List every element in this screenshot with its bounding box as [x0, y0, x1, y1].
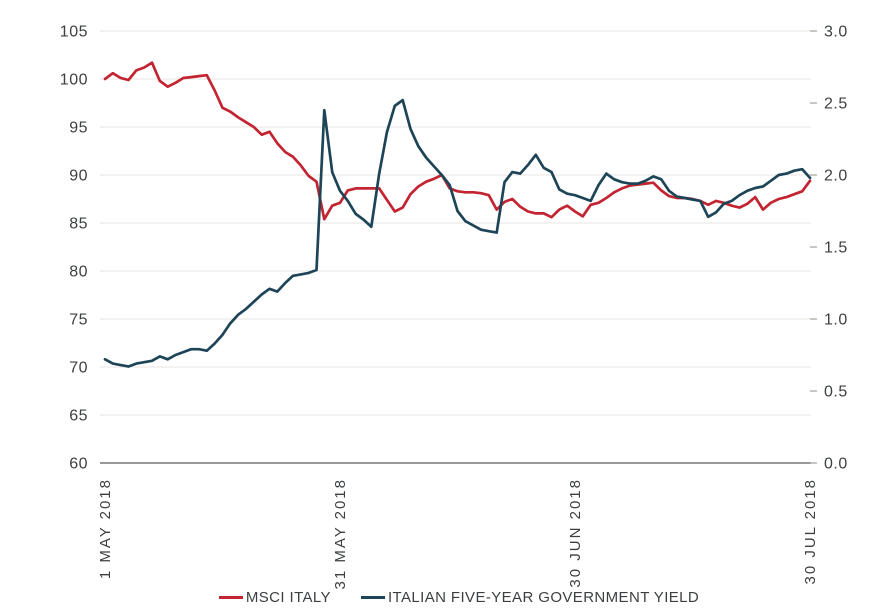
y-axis-left-labels: 105 100 95 90 85 80 75 70 65 60 [60, 24, 88, 473]
legend-item-msci-italy: MSCI ITALY [218, 589, 331, 606]
y-axis-left-tick-label: 90 [69, 168, 88, 185]
y-axis-right-tick-label: 1.5 [824, 240, 848, 257]
y-axis-right-tick-label: 1.0 [824, 312, 848, 329]
gridlines [100, 30, 811, 464]
legend-swatch-msci-italy [218, 596, 243, 599]
y-axis-left-tick-label: 70 [69, 360, 88, 377]
legend-item-govt-yield: ITALIAN FIVE-YEAR GOVERNMENT YIELD [360, 589, 700, 606]
govt-yield-line [103, 98, 812, 368]
y-axis-left-tick-label: 65 [69, 408, 88, 425]
y-axis-right-tick-label: 3.0 [824, 24, 848, 41]
legend-label-msci-italy: MSCI ITALY [245, 589, 331, 606]
y-axis-right-tick-label: 2.5 [824, 96, 848, 113]
y-axis-left-tick-label: 85 [69, 216, 88, 233]
y-axis-right-tick-label: 0.0 [824, 456, 848, 473]
y-axis-right-labels: 3.0 2.5 2.0 1.5 1.0 0.5 0.0 [810, 24, 848, 473]
x-axis-labels: 1 MAY 2018 31 MAY 2018 30 JUN 2018 30 JUL 2… [97, 478, 819, 590]
chart-legend: MSCI ITALY ITALIAN FIVE-YEAR GOVERNMENT … [48, 589, 870, 606]
y-axis-left-tick-label: 80 [69, 264, 88, 281]
x-axis-tick-label: 30 JUL 2018 [802, 478, 819, 585]
y-axis-left-tick-label: 100 [60, 72, 88, 89]
legend-label-govt-yield: ITALIAN FIVE-YEAR GOVERNMENT YIELD [387, 589, 700, 606]
y-axis-right-tick-label: 0.5 [824, 384, 848, 401]
y-axis-left-tick-label: 60 [69, 456, 88, 473]
y-axis-left-tick-label: 75 [69, 312, 88, 329]
legend-swatch-govt-yield [360, 596, 385, 599]
x-axis-tick-label: 31 MAY 2018 [332, 478, 349, 590]
y-axis-right-tick-label: 2.0 [824, 168, 848, 185]
x-axis-tick-label: 1 MAY 2018 [97, 478, 114, 579]
msci-italy-line [103, 61, 812, 221]
x-axis-tick-label: 30 JUN 2018 [567, 478, 584, 588]
y-axis-left-tick-label: 105 [60, 24, 88, 41]
y-axis-left-tick-label: 95 [69, 120, 88, 137]
